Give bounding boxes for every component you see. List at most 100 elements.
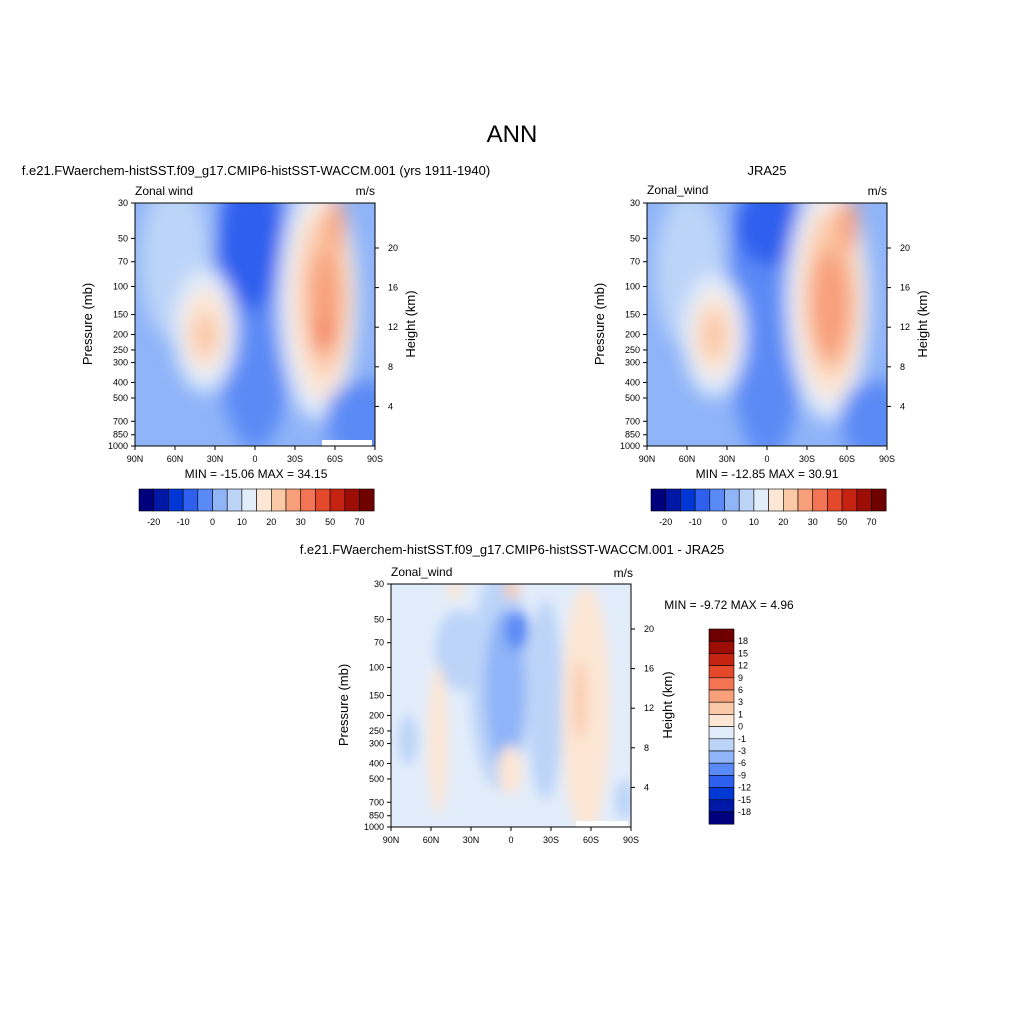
model-colorbar-label: 20 (266, 517, 276, 527)
figure-title: ANN (487, 121, 538, 148)
diff-ytick-label: 500 (369, 774, 384, 784)
obs-height-tick-label: 20 (900, 243, 910, 253)
obs-height-tick-label: 16 (900, 283, 910, 293)
model-colorbar-label: -10 (177, 517, 190, 527)
obs-colorbar-swatch (841, 488, 858, 512)
model-colorbar-label: 70 (354, 517, 364, 527)
obs-ylabel-right: Height (km) (915, 290, 930, 357)
model-colorbar-swatch (329, 488, 346, 512)
obs-colorbar-label: 0 (722, 517, 727, 527)
model-xtick-label: 60N (167, 454, 184, 464)
model-ytick-label: 70 (118, 257, 128, 267)
diff-height-tick-label: 16 (644, 664, 654, 674)
obs-minmax: MIN = -12.85 MAX = 30.91 (696, 467, 839, 481)
obs-colorbar-label: 50 (837, 517, 847, 527)
model-colorbar-label: 50 (325, 517, 335, 527)
obs-ytick-label: 50 (630, 233, 640, 243)
obs-colorbar-label: 30 (808, 517, 818, 527)
diff-minmax: MIN = -9.72 MAX = 4.96 (664, 598, 794, 612)
diff-colorbar-label: 12 (738, 661, 748, 671)
obs-height-tick-label: 8 (900, 362, 905, 372)
model-ytick-label: 250 (113, 345, 128, 355)
model-minmax: MIN = -15.06 MAX = 34.15 (185, 467, 328, 481)
model-colorbar-label: 30 (296, 517, 306, 527)
model-ytick-label: 30 (118, 198, 128, 208)
obs-ytick-label: 300 (625, 358, 640, 368)
obs-colorbar-label: 70 (866, 517, 876, 527)
obs-height-tick-label: 12 (900, 322, 910, 332)
obs-height-tick-label: 4 (900, 401, 905, 411)
obs-colorbar-swatch (812, 488, 828, 512)
diff-colorbar-swatch (708, 677, 735, 691)
obs-colorbar-swatch (724, 488, 740, 512)
model-subtitle: f.e21.FWaerchem-histSST.f09_g17.CMIP6-hi… (22, 163, 490, 178)
obs-xtick-label: 0 (764, 454, 769, 464)
model-xtick-label: 90N (127, 454, 144, 464)
diff-colorbar-swatch (708, 750, 735, 764)
diff-height-tick-label: 12 (644, 703, 654, 713)
diff-ytick-label: 30 (374, 579, 384, 589)
diff-colorbar-swatch (708, 689, 735, 703)
panel-model: f.e21.FWaerchem-histSST.f09_g17.CMIP6-hi… (22, 163, 490, 527)
model-colorbar-swatch (315, 488, 331, 512)
obs-colorbar-swatch (665, 488, 681, 512)
diff-ytick-label: 50 (374, 614, 384, 624)
obs-ytick-label: 150 (625, 310, 640, 320)
diff-xtick-label: 30S (543, 835, 559, 845)
model-colorbar-swatch (212, 488, 228, 512)
diff-colorbar-swatch (708, 726, 735, 740)
obs-units-label: m/s (868, 184, 887, 198)
model-colorbar-swatch (182, 488, 199, 512)
diff-ytick-label: 150 (369, 691, 384, 701)
diff-colorbar-swatch (708, 738, 735, 752)
obs-ytick-label: 250 (625, 345, 640, 355)
diff-colorbar-label: -1 (738, 734, 746, 744)
obs-ytick-label: 500 (625, 393, 640, 403)
diff-xtick-label: 90S (623, 835, 639, 845)
obs-xtick-label: 60S (839, 454, 855, 464)
obs-xtick-label: 60N (679, 454, 696, 464)
diff-colorbar-label: -6 (738, 758, 746, 768)
model-variable-label: Zonal wind (135, 184, 193, 198)
model-height-tick-label: 20 (388, 243, 398, 253)
model-colorbar-swatch (168, 488, 184, 512)
panel-obs: JRA25 Zonal_wind m/s 3050701001502002503… (592, 163, 930, 527)
diff-ytick-label: 700 (369, 797, 384, 807)
diff-ytick-label: 400 (369, 759, 384, 769)
obs-ytick-label: 1000 (620, 441, 640, 451)
diff-colorbar-swatch (708, 640, 735, 654)
diff-colorbar-label: 6 (738, 685, 743, 695)
diff-colorbar-swatch (708, 799, 735, 813)
model-xtick-label: 0 (252, 454, 257, 464)
model-colorbar-swatch (153, 488, 169, 512)
diff-colorbar-label: 1 (738, 709, 743, 719)
diff-height-tick-label: 20 (644, 624, 654, 634)
obs-colorbar-swatch (680, 488, 696, 512)
diff-colorbar-label: -15 (738, 795, 751, 805)
model-colorbar-swatch (359, 488, 375, 512)
diff-colorbar-swatch (708, 665, 735, 679)
diff-colorbar-swatch (708, 811, 735, 825)
model-ylabel: Pressure (mb) (80, 283, 95, 365)
model-ytick-label: 1000 (108, 441, 128, 451)
model-ytick-label: 50 (118, 233, 128, 243)
model-colorbar-swatch (256, 488, 272, 512)
obs-xtick-label: 30N (719, 454, 736, 464)
model-colorbar-swatch (344, 488, 360, 512)
diff-colorbar-swatch (708, 653, 735, 666)
diff-colorbar-label: -9 (738, 770, 746, 780)
diff-xtick-label: 90N (383, 835, 400, 845)
obs-colorbar-swatch (738, 488, 755, 512)
obs-ytick-label: 850 (625, 430, 640, 440)
diff-height-tick-label: 8 (644, 743, 649, 753)
model-ytick-label: 850 (113, 430, 128, 440)
diff-ytick-label: 70 (374, 638, 384, 648)
diff-ytick-label: 300 (369, 739, 384, 749)
diff-colorbar-label: 9 (738, 673, 743, 683)
diff-ylabel-right: Height (km) (660, 671, 675, 738)
obs-ytick-label: 200 (625, 329, 640, 339)
diff-colorbar-label: -18 (738, 807, 751, 817)
model-ylabel-right: Height (km) (403, 290, 418, 357)
